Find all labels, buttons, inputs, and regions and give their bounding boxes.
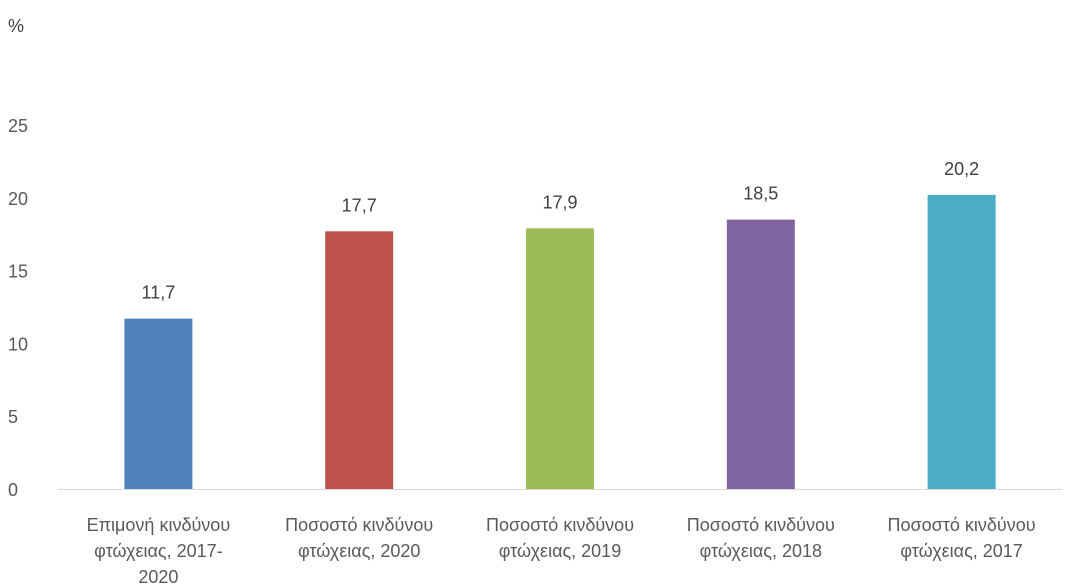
x-tick-label: Ποσοστό κινδύνου — [486, 515, 634, 535]
bar — [726, 219, 795, 489]
y-tick-label: 25 — [8, 116, 28, 136]
data-label: 17,7 — [342, 195, 377, 215]
x-tick-label: φτώχειας, 2018 — [700, 541, 822, 561]
bar — [124, 318, 193, 489]
x-tick-label: φτώχειας, 2019 — [499, 541, 621, 561]
x-tick-label: φτώχειας, 2017 — [900, 541, 1022, 561]
x-tick-label: Ποσοστό κινδύνου — [285, 515, 433, 535]
y-tick-label: 15 — [8, 262, 28, 282]
x-tick-label: 2020 — [138, 567, 178, 586]
data-label: 20,2 — [944, 159, 979, 179]
bar — [526, 228, 594, 489]
bar — [325, 231, 394, 489]
x-tick-label: φτώχειας, 2020 — [298, 541, 420, 561]
x-tick-label: Επιμονή κινδύνου — [87, 515, 231, 535]
x-tick-label: φτώχειας, 2017- — [94, 541, 222, 561]
data-label: 18,5 — [743, 184, 778, 204]
y-axis-unit-label: % — [8, 16, 25, 36]
data-label: 17,9 — [542, 192, 577, 212]
bar — [927, 194, 996, 489]
data-label: 11,7 — [142, 283, 176, 303]
x-tick-label: Ποσοστό κινδύνου — [687, 515, 835, 535]
y-tick-label: 10 — [8, 334, 28, 354]
x-tick-label: Ποσοστό κινδύνου — [888, 515, 1036, 535]
y-tick-label: 20 — [8, 189, 28, 209]
y-tick-label: 5 — [8, 407, 18, 427]
y-tick-label: 0 — [8, 480, 18, 500]
